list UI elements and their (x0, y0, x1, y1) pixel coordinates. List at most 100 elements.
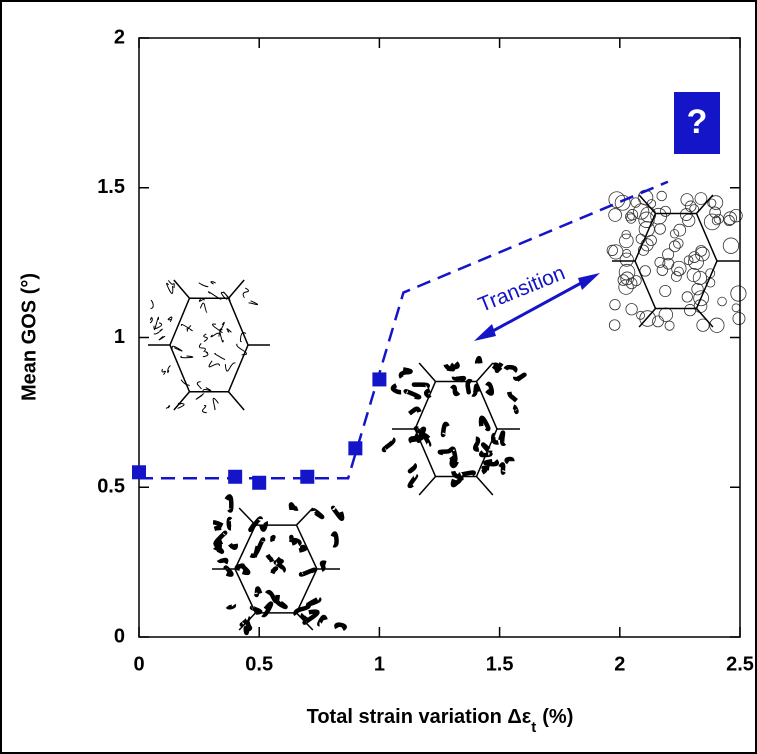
cell (709, 206, 721, 219)
x-tick-label: 0 (133, 653, 144, 675)
grain-boundary (695, 194, 714, 214)
dislocation (472, 436, 481, 452)
grain-boundary (695, 308, 714, 328)
annotation-question: ? (687, 103, 708, 141)
dislocation (210, 332, 220, 338)
y-tick-label: 0 (114, 625, 125, 647)
data-point (132, 465, 146, 480)
dislocation (208, 360, 221, 368)
dislocation (165, 405, 171, 409)
dislocation (485, 381, 495, 396)
arrow-shaft (479, 274, 595, 340)
dislocation (264, 589, 280, 604)
dislocation (225, 603, 237, 610)
cell (640, 238, 654, 252)
dislocation (507, 391, 518, 403)
dislocation (411, 382, 431, 389)
cell (669, 229, 680, 239)
grain-boundary (238, 612, 257, 631)
dislocation (149, 317, 153, 324)
x-tick-label: 2.5 (726, 653, 754, 675)
cell (688, 251, 701, 263)
dislocation (201, 405, 207, 414)
dislocation (261, 601, 274, 618)
x-axis-title-main: Total strain variation Δε (307, 706, 532, 728)
dislocation (239, 616, 251, 627)
dislocation (498, 462, 506, 475)
dislocation (153, 322, 163, 330)
cell (624, 211, 635, 222)
dislocation (153, 316, 159, 331)
cell (620, 271, 635, 286)
dislocation (219, 328, 224, 343)
cell (637, 244, 650, 256)
y-tick-label: 2 (114, 26, 125, 48)
dislocation (198, 297, 205, 302)
dislocation (203, 333, 208, 342)
dislocation (408, 406, 422, 416)
dislocation (158, 335, 166, 341)
dislocation (275, 556, 284, 566)
cell (717, 296, 727, 307)
grain-boundary (173, 279, 191, 299)
cell (673, 238, 684, 249)
cell (625, 303, 638, 316)
dislocation (216, 557, 229, 565)
dislocation (407, 462, 418, 474)
dislocation (483, 458, 500, 467)
cell (618, 263, 636, 281)
dislocation (311, 508, 325, 520)
dislocation (334, 622, 347, 632)
dislocation (408, 433, 425, 444)
dislocation (481, 465, 490, 475)
cell (633, 203, 650, 220)
cell (671, 271, 682, 282)
x-axis-title-sub: t (531, 719, 536, 736)
dislocation (150, 299, 154, 310)
grain-boundary (475, 476, 494, 496)
grain-boundary (227, 391, 245, 411)
dislocation (207, 291, 222, 300)
grain-boundary (227, 279, 245, 299)
cell (709, 317, 725, 333)
x-axis-title: Total strain variation Δεt (%) (307, 706, 574, 736)
dislocation (317, 614, 328, 627)
x-tick-label: 2 (614, 653, 625, 675)
dislocation (167, 365, 171, 374)
dislocation (220, 291, 228, 300)
dislocation (407, 473, 419, 489)
dislocation (398, 367, 413, 379)
dislocation (270, 534, 276, 543)
dislocation (167, 316, 173, 323)
cell (638, 221, 655, 238)
microstructure-inset (148, 279, 270, 414)
cell (686, 267, 701, 283)
dislocation (450, 361, 460, 370)
cell (662, 257, 675, 270)
x-tick-label: 0.5 (245, 653, 273, 675)
dislocation (274, 599, 288, 610)
grain-boundary (418, 362, 437, 382)
dislocation (302, 609, 320, 625)
grain-boundary (173, 391, 191, 411)
dislocation (228, 542, 238, 551)
cell (654, 223, 666, 235)
dislocation (298, 567, 317, 577)
insets (148, 189, 747, 636)
dislocation (239, 332, 247, 343)
cell (625, 277, 638, 290)
cell (708, 195, 724, 210)
cell (608, 244, 624, 260)
dislocation (288, 502, 299, 511)
dislocation (273, 560, 287, 573)
dislocation (213, 525, 222, 532)
dislocation (253, 586, 263, 598)
cell (654, 256, 666, 268)
transition-arrow (474, 273, 600, 341)
dislocation (450, 384, 461, 397)
dislocation (450, 477, 463, 488)
cell (695, 246, 710, 262)
cell (674, 266, 684, 277)
dislocation (330, 505, 345, 521)
dislocation (265, 553, 275, 563)
